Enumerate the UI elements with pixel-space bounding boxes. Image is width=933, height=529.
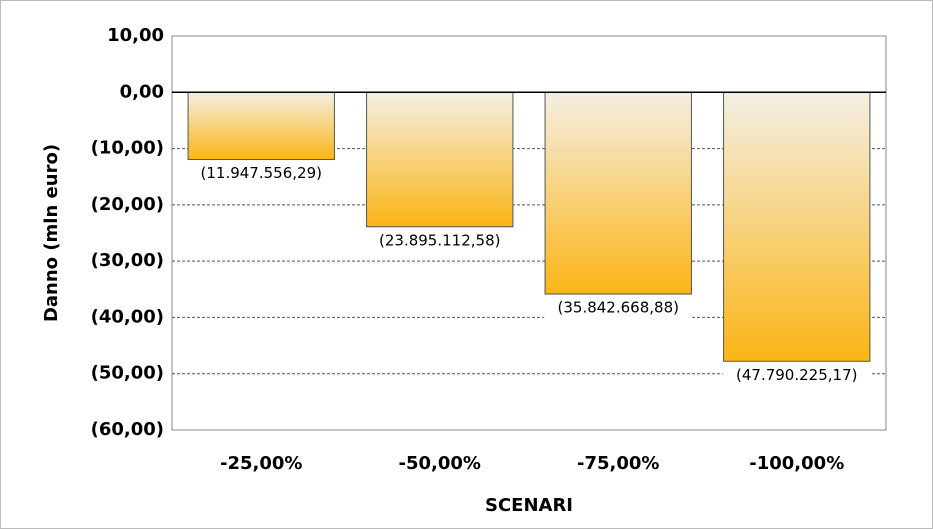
x-tick-label: -50,00% — [399, 453, 481, 474]
x-tick-label: -25,00% — [220, 453, 302, 474]
y-tick-label: (60,00) — [91, 419, 164, 440]
value-label-bg — [722, 365, 871, 386]
x-tick-label: -75,00% — [577, 453, 659, 474]
value-label: (23.895.112,58) — [379, 231, 500, 249]
y-tick-label: (10,00) — [91, 138, 164, 159]
y-axis-label: Danno (mln euro) — [41, 144, 62, 322]
y-tick-label: 0,00 — [120, 81, 164, 102]
value-label-bg — [365, 230, 514, 251]
x-tick-label: -100,00% — [749, 453, 844, 474]
y-tick-label: (30,00) — [91, 250, 164, 271]
y-tick-label: (40,00) — [91, 306, 164, 327]
y-tick-label: (50,00) — [91, 363, 164, 384]
bar — [723, 91, 871, 362]
value-label-bg — [544, 298, 693, 319]
value-label: (47.790.225,17) — [736, 366, 857, 384]
y-tick-label: (20,00) — [91, 194, 164, 215]
value-label: (11.947.556,29) — [201, 164, 322, 182]
bar — [187, 91, 335, 161]
bar — [544, 91, 692, 295]
x-axis-label: SCENARI — [485, 495, 573, 516]
bar — [366, 91, 514, 228]
y-tick-label: 10,00 — [107, 25, 164, 46]
value-label: (35.842.668,88) — [558, 299, 679, 317]
value-label-bg — [187, 163, 336, 184]
